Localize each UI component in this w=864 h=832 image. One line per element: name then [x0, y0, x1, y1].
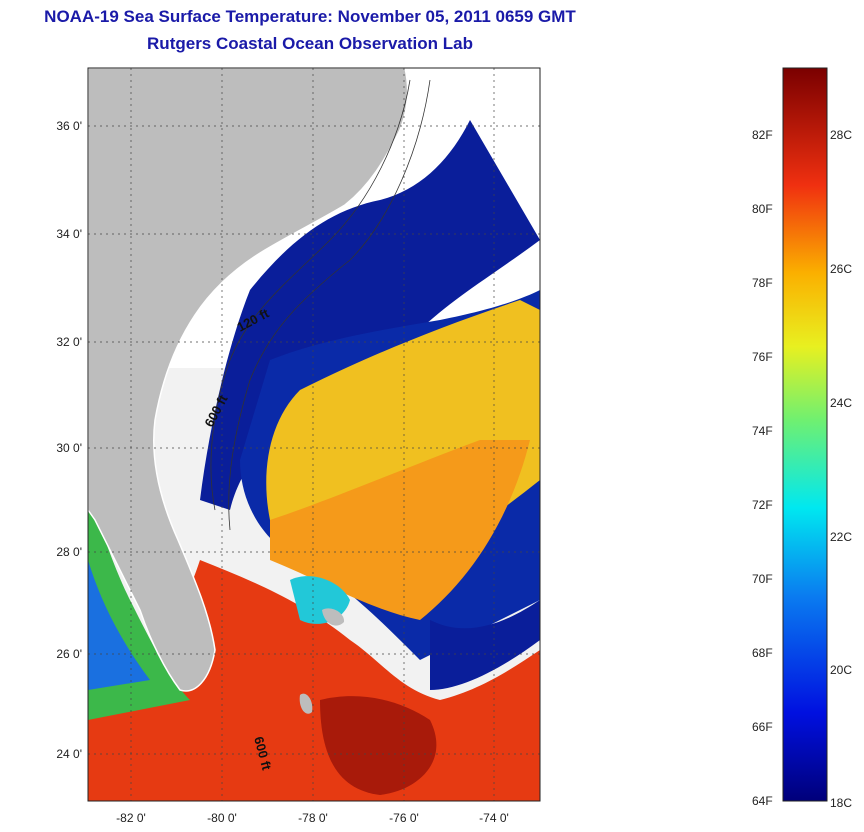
- colorbar-label-c: 24C: [830, 396, 853, 410]
- colorbar-label-f: 72F: [752, 498, 773, 512]
- lat-label: 24 0': [56, 747, 82, 761]
- lat-label: 32 0': [56, 335, 82, 349]
- colorbar-label-c: 26C: [830, 262, 853, 276]
- colorbar-label-f: 66F: [752, 720, 773, 734]
- lat-label: 30 0': [56, 441, 82, 455]
- map-frame: [87, 67, 541, 802]
- colorbar-label-c: 18C: [830, 796, 853, 810]
- colorbar-label-f: 76F: [752, 350, 773, 364]
- colorbar-label-f: 74F: [752, 424, 773, 438]
- colorbar-label-c: 20C: [830, 663, 853, 677]
- colorbar-label-f: 70F: [752, 572, 773, 586]
- colorbar-label-f: 80F: [752, 202, 773, 216]
- island: [322, 608, 345, 626]
- colorbar-label-f: 78F: [752, 276, 773, 290]
- map-title: NOAA-19 Sea Surface Temperature: Novembe…: [44, 7, 576, 26]
- lat-label: 36 0': [56, 119, 82, 133]
- warm-core: [320, 696, 437, 795]
- colorbar-label-c: 22C: [830, 530, 853, 544]
- colorbar-label-f: 82F: [752, 128, 773, 142]
- colorbar-label-f: 68F: [752, 646, 773, 660]
- contour-120ft: [210, 79, 411, 511]
- warm-band-orange: [270, 440, 530, 620]
- lon-label: -78 0': [298, 811, 328, 825]
- lat-label: 34 0': [56, 227, 82, 241]
- colorbar-label-c: 28C: [830, 128, 853, 142]
- colorbar-label-f: 64F: [752, 794, 773, 808]
- gulf-cool: [88, 560, 150, 690]
- graticule: [88, 68, 540, 801]
- color-scale-bar: [782, 67, 828, 802]
- lon-label: -76 0': [389, 811, 419, 825]
- lat-label: 28 0': [56, 545, 82, 559]
- contour-600ft: [228, 79, 431, 531]
- island: [299, 693, 313, 714]
- lon-label: -74 0': [479, 811, 509, 825]
- lat-label: 26 0': [56, 647, 82, 661]
- lon-label: -80 0': [207, 811, 237, 825]
- map-subtitle: Rutgers Coastal Ocean Observation Lab: [147, 34, 473, 53]
- land-us-east-coast: [88, 68, 409, 692]
- lon-label: -82 0': [116, 811, 146, 825]
- cold-streak: [430, 600, 540, 690]
